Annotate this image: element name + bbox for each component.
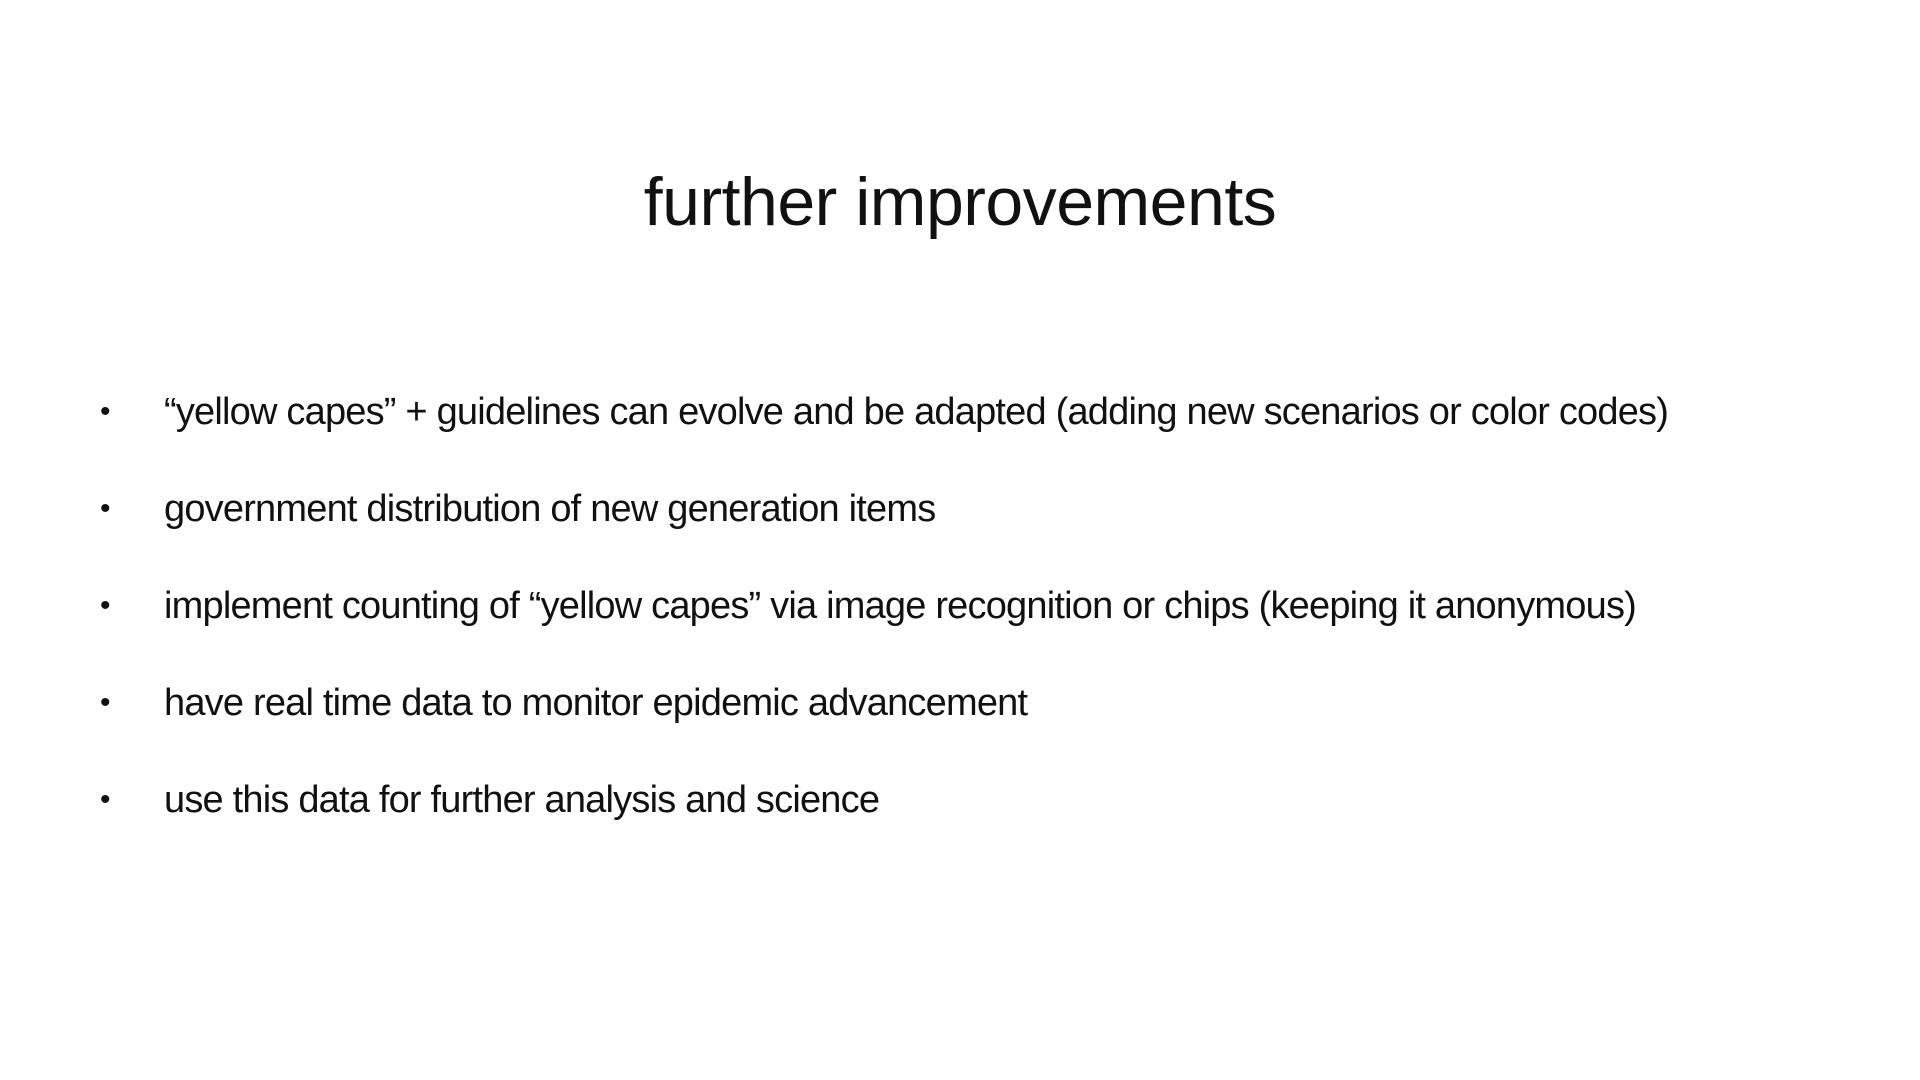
bullet-item: • implement counting of “yellow capes” v… [100, 580, 1860, 677]
bullet-dot: • [100, 686, 111, 719]
bullet-dot: • [100, 395, 111, 428]
bullet-dot: • [100, 783, 111, 816]
slide-title: further improvements [643, 164, 1277, 240]
bullet-dot: • [100, 589, 111, 622]
bullet-item: • government distribution of new generat… [100, 483, 1860, 580]
bullet-text: “yellow capes” + guidelines can evolve a… [164, 391, 1669, 433]
bullet-list: • “yellow capes” + guidelines can evolve… [100, 386, 1860, 871]
bullet-text: have real time data to monitor epidemic … [164, 682, 1028, 724]
bullet-text: use this data for further analysis and s… [164, 779, 880, 821]
bullet-text: implement counting of “yellow capes” via… [164, 585, 1637, 627]
bullet-item: • use this data for further analysis and… [100, 774, 1860, 871]
bullet-item: • have real time data to monitor epidemi… [100, 677, 1860, 774]
bullet-dot: • [100, 492, 111, 525]
bullet-item: • “yellow capes” + guidelines can evolve… [100, 386, 1860, 483]
bullet-text: government distribution of new generatio… [164, 488, 936, 530]
